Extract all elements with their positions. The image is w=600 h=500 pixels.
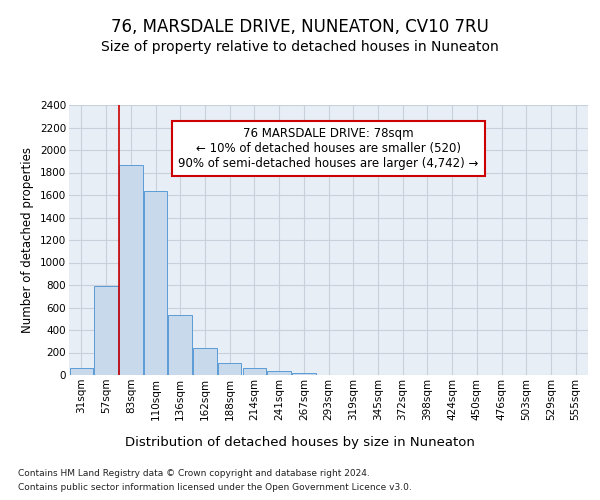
Text: Contains HM Land Registry data © Crown copyright and database right 2024.: Contains HM Land Registry data © Crown c… bbox=[18, 470, 370, 478]
Bar bbox=[193, 348, 217, 375]
Bar bbox=[268, 371, 291, 375]
Text: 76 MARSDALE DRIVE: 78sqm
← 10% of detached houses are smaller (520)
90% of semi-: 76 MARSDALE DRIVE: 78sqm ← 10% of detach… bbox=[178, 126, 479, 170]
Bar bbox=[169, 316, 192, 375]
Bar bbox=[70, 368, 93, 375]
Text: Size of property relative to detached houses in Nuneaton: Size of property relative to detached ho… bbox=[101, 40, 499, 54]
Text: Distribution of detached houses by size in Nuneaton: Distribution of detached houses by size … bbox=[125, 436, 475, 449]
Bar bbox=[218, 362, 241, 375]
Text: 76, MARSDALE DRIVE, NUNEATON, CV10 7RU: 76, MARSDALE DRIVE, NUNEATON, CV10 7RU bbox=[111, 18, 489, 36]
Bar bbox=[144, 190, 167, 375]
Y-axis label: Number of detached properties: Number of detached properties bbox=[22, 147, 34, 333]
Bar bbox=[242, 368, 266, 375]
Bar bbox=[119, 164, 143, 375]
Text: Contains public sector information licensed under the Open Government Licence v3: Contains public sector information licen… bbox=[18, 483, 412, 492]
Bar bbox=[94, 286, 118, 375]
Bar bbox=[292, 373, 316, 375]
